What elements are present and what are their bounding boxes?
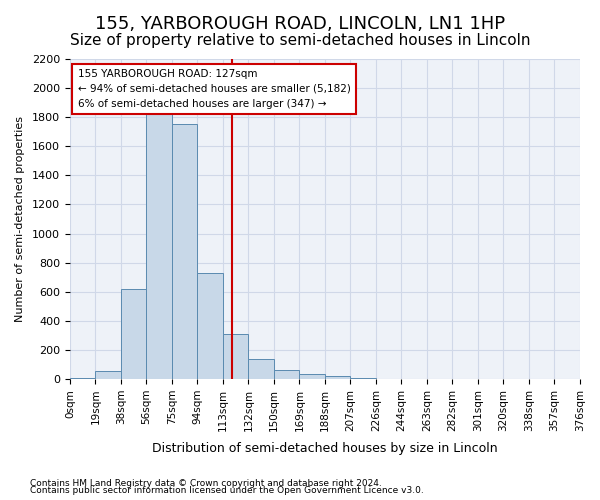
Bar: [146, 113, 172, 379]
Bar: [197, 273, 223, 379]
Text: Contains HM Land Registry data © Crown copyright and database right 2024.: Contains HM Land Registry data © Crown c…: [30, 478, 382, 488]
X-axis label: Distribution of semi-detached houses by size in Lincoln: Distribution of semi-detached houses by …: [152, 442, 498, 455]
Bar: [299, 374, 325, 379]
Bar: [248, 358, 274, 379]
Y-axis label: Number of semi-detached properties: Number of semi-detached properties: [15, 116, 25, 322]
Bar: [172, 124, 197, 379]
Bar: [223, 334, 248, 379]
Bar: [95, 371, 121, 379]
Text: 155, YARBOROUGH ROAD, LINCOLN, LN1 1HP: 155, YARBOROUGH ROAD, LINCOLN, LN1 1HP: [95, 15, 505, 33]
Text: Size of property relative to semi-detached houses in Lincoln: Size of property relative to semi-detach…: [70, 32, 530, 48]
Text: Contains public sector information licensed under the Open Government Licence v3: Contains public sector information licen…: [30, 486, 424, 495]
Bar: [325, 376, 350, 379]
Text: 155 YARBOROUGH ROAD: 127sqm
← 94% of semi-detached houses are smaller (5,182)
6%: 155 YARBOROUGH ROAD: 127sqm ← 94% of sem…: [77, 69, 350, 109]
Bar: [70, 378, 95, 379]
Bar: [121, 289, 146, 379]
Bar: [274, 370, 299, 379]
Bar: [350, 378, 376, 379]
